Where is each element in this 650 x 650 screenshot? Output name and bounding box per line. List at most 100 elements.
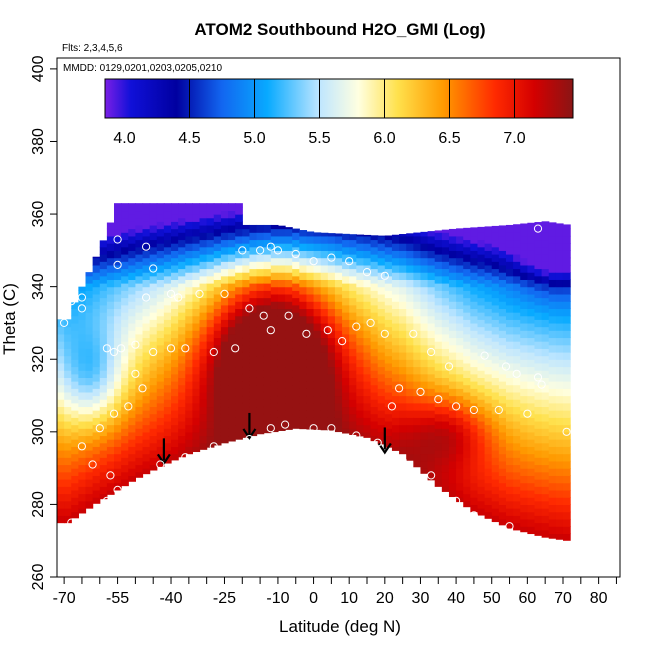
heatmap-cell <box>242 424 251 433</box>
heatmap-cell <box>541 428 550 437</box>
heatmap-cell <box>114 322 122 331</box>
heatmap-cell <box>213 410 222 418</box>
heatmap-cell <box>562 293 571 302</box>
heatmap-cell <box>270 264 279 273</box>
heatmap-cell <box>420 381 429 389</box>
heatmap-cell <box>171 203 179 208</box>
heatmap-cell <box>142 431 151 440</box>
heatmap-cell <box>463 304 471 313</box>
heatmap-cell <box>242 417 251 426</box>
heatmap-cell <box>228 297 236 306</box>
heatmap-cell <box>420 293 429 302</box>
heatmap-cell <box>477 246 486 255</box>
heatmap-cell <box>256 399 265 408</box>
heatmap-cell <box>363 351 372 360</box>
heatmap-cell <box>448 381 457 389</box>
heatmap-cell <box>249 253 258 262</box>
heatmap-cell <box>163 283 172 291</box>
heatmap-cell <box>427 475 436 481</box>
heatmap-cell <box>377 359 386 368</box>
heatmap-cell <box>149 319 158 328</box>
heatmap-cell <box>527 424 536 433</box>
heatmap-cell <box>228 319 236 328</box>
heatmap-cell <box>128 308 136 317</box>
heatmap-cell <box>413 315 422 324</box>
heatmap-cell <box>363 257 372 266</box>
heatmap-cell <box>399 402 407 411</box>
heatmap-cell <box>334 344 343 353</box>
heatmap-cell <box>541 253 550 262</box>
heatmap-cell <box>228 399 236 408</box>
heatmap-cell <box>163 355 172 364</box>
heatmap-cell <box>64 486 72 495</box>
heatmap-cell <box>156 417 165 426</box>
heatmap-cell <box>491 377 500 386</box>
heatmap-cell <box>427 460 436 469</box>
heatmap-cell <box>171 243 179 251</box>
heatmap-cell <box>313 315 322 324</box>
heatmap-cell <box>106 431 115 440</box>
heatmap-cell <box>527 417 536 426</box>
heatmap-cell <box>199 261 208 270</box>
observation-point <box>195 289 204 298</box>
heatmap-cell <box>498 373 507 382</box>
heatmap-cell <box>57 500 65 509</box>
heatmap-cell <box>334 264 343 273</box>
heatmap-cell <box>163 246 172 255</box>
heatmap-cell <box>235 235 243 244</box>
heatmap-cell <box>513 333 521 342</box>
heatmap-cell <box>498 482 507 491</box>
heatmap-cell <box>171 388 179 397</box>
heatmap-cell <box>491 420 500 429</box>
heatmap-cell <box>114 475 122 484</box>
heatmap-cell <box>391 308 400 317</box>
heatmap-cell <box>534 312 543 320</box>
heatmap-cell <box>555 424 564 433</box>
heatmap-cell <box>448 366 457 375</box>
heatmap-cell <box>156 272 165 280</box>
heatmap-cell <box>163 210 172 219</box>
heatmap-cell <box>534 290 543 299</box>
heatmap-cell <box>363 279 372 288</box>
heatmap-cell <box>57 493 65 502</box>
heatmap-cell <box>313 410 322 418</box>
heatmap-cell <box>327 279 336 288</box>
observation-point <box>181 344 190 353</box>
heatmap-cell <box>441 391 450 400</box>
heatmap-cell <box>106 308 115 317</box>
heatmap-cell <box>413 460 422 468</box>
heatmap-cell <box>349 420 357 429</box>
heatmap-cell <box>370 253 379 262</box>
heatmap-cell <box>356 351 365 360</box>
heatmap-cell <box>99 290 108 299</box>
heatmap-cell <box>192 315 201 324</box>
heatmap-cell <box>299 293 308 302</box>
heatmap-cell <box>327 344 336 353</box>
heatmap-cell <box>85 442 94 451</box>
observation-point <box>113 235 122 244</box>
heatmap-cell <box>206 217 215 226</box>
heatmap-cell <box>505 283 514 291</box>
heatmap-cell <box>527 279 536 288</box>
heatmap-cell <box>498 228 507 237</box>
heatmap-cell <box>178 312 186 320</box>
heatmap-cell <box>178 268 186 277</box>
heatmap-cell <box>391 446 400 451</box>
heatmap-cell <box>156 214 165 222</box>
heatmap-cell <box>491 362 500 371</box>
heatmap-cell <box>484 497 493 506</box>
heatmap-cell <box>406 373 414 382</box>
heatmap-cell <box>292 333 300 342</box>
heatmap-cell <box>306 351 315 360</box>
heatmap-cell <box>277 373 286 382</box>
observation-point <box>327 424 336 433</box>
heatmap-cell <box>220 261 229 270</box>
heatmap-cell <box>299 286 308 295</box>
heatmap-cell <box>541 239 550 248</box>
heatmap-cell <box>149 253 158 262</box>
heatmap-cell <box>420 308 429 317</box>
heatmap-cell <box>427 337 436 346</box>
heatmap-cell <box>406 286 414 295</box>
heatmap-cell <box>235 410 243 418</box>
arrow-marker <box>242 412 257 440</box>
